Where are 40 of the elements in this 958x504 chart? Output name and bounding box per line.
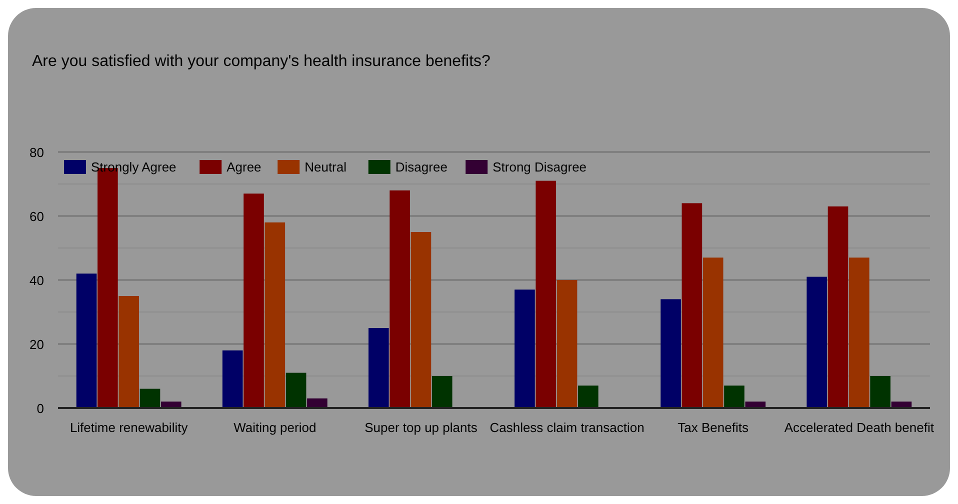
legend-label: Agree: [226, 160, 262, 174]
x-tick-label: Waiting period: [234, 420, 316, 435]
bar: [828, 206, 848, 408]
x-tick-label: Tax Benefits: [678, 420, 749, 435]
bar: [849, 258, 870, 408]
bar: [390, 190, 410, 408]
x-tick-label: Cashless claim transaction: [490, 420, 644, 435]
bar: [76, 274, 97, 408]
legend-label: Strongly Agree: [91, 160, 176, 174]
legend-label: Neutral: [304, 160, 347, 174]
bar: [536, 180, 556, 408]
bar: [410, 232, 432, 408]
y-tick-label: 20: [30, 337, 44, 352]
bar: [724, 386, 744, 408]
bar: [702, 258, 724, 408]
legend-label: Disagree: [395, 160, 448, 174]
bar: [140, 388, 160, 408]
chart-title: Are you satisfied with your company's health insurance benefits?: [32, 53, 491, 70]
bar: [244, 194, 264, 408]
bar: [368, 328, 389, 408]
bar: [514, 290, 535, 408]
y-tick-label: 80: [30, 145, 44, 160]
x-tick-label: Lifetime renewability: [70, 420, 188, 435]
bar: [432, 376, 452, 408]
bar: [682, 203, 702, 408]
bar: [286, 372, 306, 408]
y-tick-label: 40: [30, 273, 44, 288]
bar: [556, 280, 578, 408]
bar: [870, 376, 890, 408]
bar: [806, 276, 827, 408]
bar: [118, 296, 139, 408]
legend-label: Strong Disagree: [492, 160, 587, 174]
bar: [264, 222, 286, 408]
y-tick-label: 60: [30, 209, 44, 224]
x-tick-label: Accelerated Death benefit: [784, 420, 934, 435]
bar: [660, 299, 681, 408]
bar: [222, 350, 243, 408]
bar: [578, 386, 598, 408]
x-tick-label: Super top up plants: [364, 420, 478, 435]
y-tick-label: 0: [36, 401, 44, 416]
